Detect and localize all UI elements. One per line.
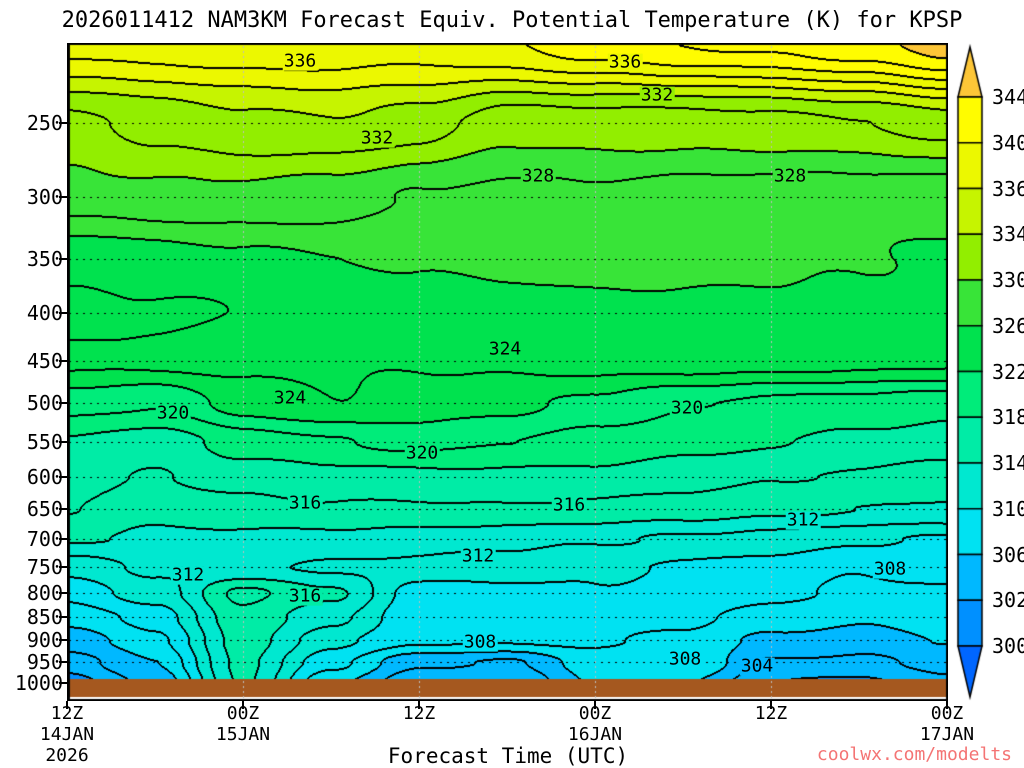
x-tick-label-17JAN: 17JAN [919, 724, 975, 745]
y-tick-mark [59, 258, 67, 261]
contour-label-316: 316 [551, 494, 587, 516]
y-tick-mark [59, 359, 67, 362]
colorbar-label-314: 314 [992, 451, 1024, 475]
x-tick-mark [242, 701, 244, 709]
y-tick-label-900: 900 [26, 628, 63, 653]
y-tick-mark [59, 122, 67, 125]
y-tick-mark [59, 661, 67, 664]
y-tick-mark [59, 440, 67, 443]
contour-label-316: 316 [287, 585, 323, 607]
x-tick-mark [946, 701, 948, 709]
x-tick-label-12Z: 12Z [50, 703, 84, 724]
colorbar-label-318: 318 [992, 405, 1024, 430]
colorbar-label-310: 310 [992, 496, 1024, 521]
contour-label-308: 308 [462, 631, 498, 653]
y-tick-label-800: 800 [26, 580, 63, 605]
y-tick-label-650: 650 [26, 497, 63, 522]
y-tick-mark [59, 475, 67, 478]
plot-area: 336 336 332 332 328 328 324 324 320 320 320 316 316 3… [67, 43, 948, 701]
y-tick-label-450: 450 [26, 348, 63, 373]
y-tick-mark [59, 565, 67, 568]
x-tick-label-00Z: 00Z [226, 703, 260, 724]
contour-label-332: 332 [359, 127, 395, 149]
x-tick-label-2026: 2026 [45, 745, 89, 766]
y-tick-mark [59, 195, 67, 198]
contour-label-328: 328 [520, 165, 556, 187]
contour-label-320: 320 [155, 402, 191, 424]
x-tick-mark [770, 701, 772, 709]
colorbar-label-302: 302 [992, 588, 1024, 613]
y-tick-label-300: 300 [26, 184, 63, 209]
y-tick-label-850: 850 [26, 605, 63, 630]
contour-label-328: 328 [772, 165, 808, 187]
contour-plot-canvas [67, 43, 948, 701]
colorbar-label-322: 322 [992, 359, 1024, 384]
watermark: coolwx.com/modelts [816, 744, 1012, 765]
y-tick-label-950: 950 [26, 650, 63, 675]
contour-label-312: 312 [460, 545, 496, 567]
colorbar-label-300: 300 [992, 634, 1024, 658]
contour-label-308: 308 [667, 648, 703, 670]
contour-label-304: 304 [739, 655, 775, 677]
contour-label-336: 336 [607, 51, 643, 73]
y-tick-mark [59, 311, 67, 314]
colorbar: 344 340 336 334 330 326 322 318 314 310 306 302 300 [954, 43, 1024, 711]
contour-label-336: 336 [282, 50, 318, 72]
y-tick-label-350: 350 [26, 247, 63, 272]
y-tick-label-250: 250 [26, 111, 63, 136]
x-tick-label-12Z: 12Z [402, 703, 436, 724]
y-tick-mark [59, 681, 67, 684]
colorbar-canvas [954, 43, 988, 705]
contour-label-312: 312 [170, 564, 206, 586]
colorbar-label-336: 336 [992, 176, 1024, 201]
colorbar-label-326: 326 [992, 313, 1024, 338]
x-tick-label-14JAN: 14JAN [39, 724, 95, 745]
y-tick-label-750: 750 [26, 554, 63, 579]
y-tick-mark [59, 402, 67, 405]
y-tick-mark [59, 591, 67, 594]
x-tick-mark [594, 701, 596, 709]
y-tick-mark [59, 508, 67, 511]
colorbar-label-306: 306 [992, 542, 1024, 567]
y-tick-label-700: 700 [26, 526, 63, 551]
x-tick-mark [418, 701, 420, 709]
contour-label-332: 332 [639, 84, 675, 106]
contour-label-324: 324 [272, 387, 308, 409]
y-tick-label-600: 600 [26, 464, 63, 489]
x-tick-label-00Z: 00Z [930, 703, 964, 724]
chart-title: 2026011412 NAM3KM Forecast Equiv. Potent… [61, 8, 963, 33]
colorbar-label-340: 340 [992, 130, 1024, 155]
colorbar-label-334: 334 [992, 222, 1024, 247]
y-tick-label-400: 400 [26, 300, 63, 325]
x-tick-label-12Z: 12Z [754, 703, 788, 724]
contour-label-324: 324 [487, 338, 523, 360]
x-tick-label-16JAN: 16JAN [567, 724, 623, 745]
colorbar-label-330: 330 [992, 268, 1024, 292]
contour-label-316: 316 [287, 492, 323, 514]
contour-label-312: 312 [785, 509, 821, 531]
y-tick-mark [59, 537, 67, 540]
colorbar-label-344: 344 [992, 85, 1024, 109]
x-axis-title: Forecast Time (UTC) [387, 744, 629, 768]
x-tick-label-00Z: 00Z [578, 703, 612, 724]
contour-label-320: 320 [404, 442, 440, 464]
contour-label-308: 308 [872, 558, 908, 580]
contour-labels-layer: 336 336 332 332 328 328 324 324 320 320 320 316 316 3… [67, 43, 948, 701]
x-tick-label-15JAN: 15JAN [215, 724, 271, 745]
contour-label-320: 320 [669, 397, 705, 419]
y-tick-label-1000: 1000 [14, 670, 63, 695]
x-tick-mark [66, 701, 68, 709]
y-tick-label-500: 500 [26, 391, 63, 416]
y-tick-label-550: 550 [26, 429, 63, 454]
y-tick-mark [59, 616, 67, 619]
y-tick-mark [59, 639, 67, 642]
